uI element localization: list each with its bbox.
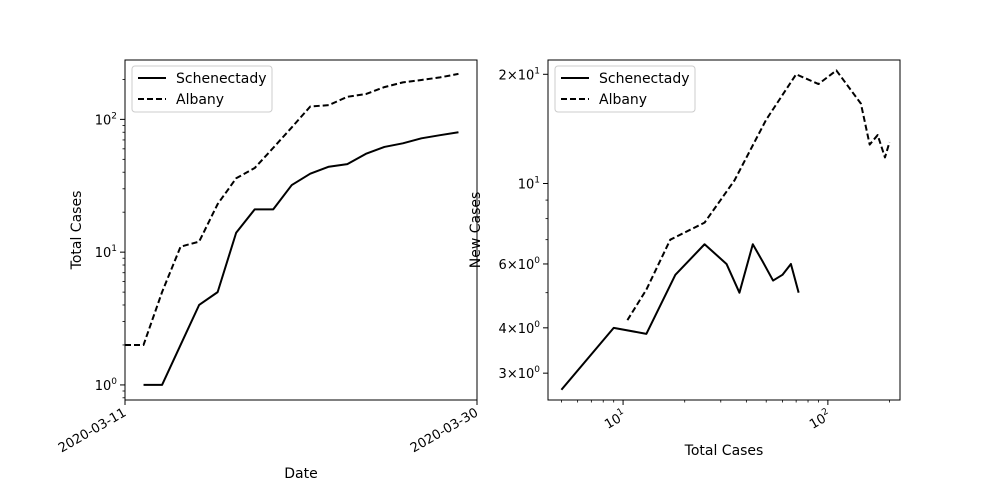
right-legend-label-albany: Albany — [599, 92, 647, 108]
right-y-tick-label: 4×100 — [499, 320, 541, 337]
left-axes-frame — [124, 59, 478, 401]
right-legend-label-schenectady: Schenectady — [599, 71, 690, 87]
right-plot-area — [548, 60, 900, 400]
left-x-axis-label: Date — [284, 466, 317, 482]
right-series-schenectady — [560, 243, 800, 391]
left-legend-label-albany: Albany — [176, 92, 224, 108]
left-series-schenectady — [143, 131, 459, 386]
right-x-axis-label: Total Cases — [684, 443, 764, 459]
left-legend-box — [131, 65, 273, 113]
right-y-tick-label: 3×100 — [499, 365, 541, 382]
right-axes-frame — [547, 59, 901, 401]
right-legend: Schenectady Albany — [554, 65, 696, 113]
left-legend-label-schenectady: Schenectady — [176, 71, 267, 87]
right-series-group — [560, 69, 891, 391]
right-y-tick-label: 6×100 — [499, 256, 541, 273]
left-series-group — [125, 72, 459, 386]
left-y-axis-label: Total Cases — [69, 191, 85, 271]
right-series-albany — [626, 69, 891, 321]
left-legend: Schenectady Albany — [131, 65, 273, 113]
left-series-albany — [125, 72, 459, 346]
right-y-axis-label: New Cases — [468, 192, 484, 269]
right-y-tick-label: 2×101 — [499, 66, 540, 83]
right-legend-box — [554, 65, 696, 113]
